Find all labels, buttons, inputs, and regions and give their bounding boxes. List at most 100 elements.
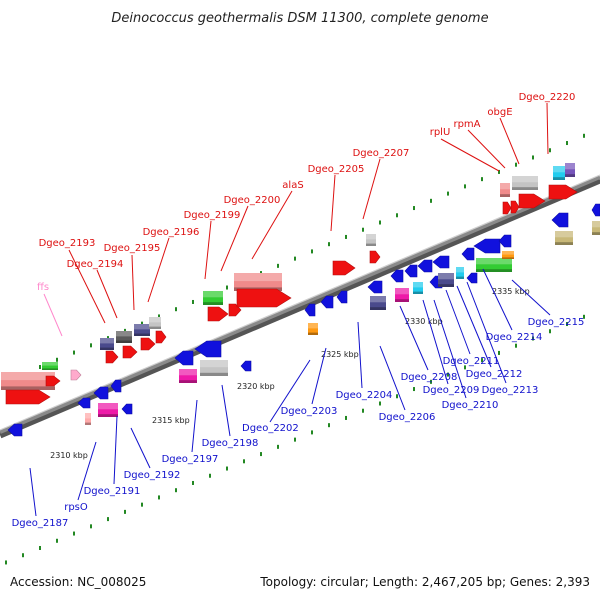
gene-rev-block-edge [98,414,118,417]
gene-label-leader [362,158,381,220]
gene-label: Dgeo_2213 [482,385,539,396]
gene-fwd-block-edge [512,187,538,190]
gene-rev-arrow [110,379,122,393]
gene-label: Dgeo_2210 [442,400,499,411]
gene-fwd-arrow [369,250,381,264]
gene-fwd-block [565,163,575,177]
gene-rev-block-body [200,360,228,376]
gene-rev-block-body [179,369,197,383]
gene-label: Dgeo_2204 [336,390,393,401]
gene-label-leader [330,174,336,232]
gene-label: Dgeo_2214 [486,332,543,343]
gene-fwd-block-edge [134,333,150,336]
gene-fwd-block [134,324,150,336]
lower-tick-dot [447,372,449,377]
upper-tick-dot [447,191,449,196]
upper-tick-dot [158,314,160,319]
lower-tick-dot [362,408,364,413]
gene-rev-arrow [404,264,418,278]
gene-fwd-block-body [1,372,55,390]
gene-rev-arrow [174,350,194,366]
gene-fwd-block-edge [500,194,510,197]
gene-label-leader [131,254,135,311]
gene-label-leader [130,427,151,469]
gene-fwd-block-shine [512,176,538,183]
gene-fwd-block-body [42,362,58,370]
lower-tick-dot [498,350,500,355]
gene-label-leader [147,237,170,303]
gene-rev-arrow [336,290,348,304]
gene-rev-block [85,413,91,425]
gene-rev-arrow [240,360,252,372]
gene-fwd-arrow [510,200,520,214]
gene-rev-block-body [502,251,514,259]
lower-tick-dot [379,401,381,406]
gene-label: Dgeo_2199 [184,210,241,221]
gene-label: rpsO [64,502,88,513]
gene-rev-block-body [438,273,454,287]
gene-fwd-block-edge [366,243,376,246]
gene-rev-block-body [370,296,386,310]
gene-label-leader [467,129,506,169]
gene-rev-block-edge [476,269,512,272]
upper-tick-dot [413,206,415,211]
upper-tick-dot [311,249,313,254]
gene-label-leader [220,205,249,272]
label-layer: 2310 kbp 2315 kbp 2320 kbp 2325 kbp 2330 kbp… [12,92,585,529]
gene-fwd-block-shine [234,273,282,282]
gene-fwd-arrow [105,350,119,364]
gene-label: Dgeo_2220 [519,92,576,103]
gene-rev-arrow [304,303,316,317]
gene-label: Dgeo_2198 [202,438,259,449]
upper-tick-dot [90,343,92,348]
gene-rev-block [438,273,454,287]
gene-label-leader [433,299,467,399]
gene-label: Dgeo_2195 [104,243,161,254]
gene-fwd-block-body [512,176,538,190]
gene-fwd-block-shine [42,362,58,366]
gene-label-leader [546,102,549,155]
gene-label: Dgeo_2202 [242,423,299,434]
upper-tick-dot [549,148,551,153]
gene-fwd-arrow [45,375,61,387]
gene-label: Dgeo_2200 [224,195,281,206]
gene-fwd-block-edge [116,340,132,343]
scale-tick-label: 2335 kbp [492,287,530,296]
gene-rev-block-edge [438,284,454,287]
gene-label: Dgeo_2212 [466,369,523,380]
gene-rev-block-shine [502,251,514,255]
gene-label-leader [499,117,520,165]
gene-rev-block [502,251,514,259]
gene-label-leader [445,289,471,355]
gene-rev-block [395,288,409,302]
gene-rev-arrow [77,397,91,409]
gene-fwd-block-shine [203,291,223,298]
lower-tick-dot [226,466,228,471]
lower-tick-dot [464,365,466,370]
gene-rev-arrow [498,234,512,248]
gene-fwd-block [234,273,282,291]
gene-label: Dgeo_2196 [143,227,200,238]
gene-label-leader [311,347,327,405]
gene-rev-arrow [7,423,23,437]
gene-fwd-arrow [236,288,292,308]
lower-tick-dot [5,560,7,565]
gene-fwd-block-body [553,166,565,180]
gene-rev-block-edge [370,307,386,310]
gene-fwd-rna [70,369,82,381]
gene-fwd-arrow [548,184,578,200]
gene-fwd-block-shine [366,234,376,240]
gene-fwd-block-shine [134,324,150,330]
upper-tick-dot [481,177,483,182]
gene-rev-block [592,221,600,235]
gene-label-leader [77,441,97,501]
gene-label: Dgeo_2191 [84,486,141,497]
gene-label-leader [251,190,293,260]
gene-label-leader [379,345,406,411]
gene-label: Dgeo_2192 [124,470,181,481]
gene-label: Dgeo_2194 [67,259,124,270]
gene-rev-block-body [395,288,409,302]
lower-tick-dot [192,480,194,485]
gene-fwd-block-body [116,331,132,343]
lower-tick-dot [141,502,143,507]
